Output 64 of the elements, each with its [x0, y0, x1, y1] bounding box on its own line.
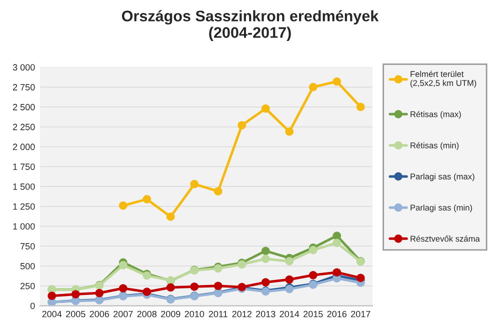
- y-tick-label: 2 000: [13, 144, 35, 150]
- x-tick-label: 2006: [90, 310, 110, 318]
- point: [142, 195, 152, 204]
- point: [356, 274, 365, 282]
- point: [48, 292, 56, 300]
- point: [285, 127, 294, 136]
- y-tick-label: 2 500: [13, 104, 35, 110]
- point: [238, 121, 246, 130]
- x-tick-label: 2005: [66, 310, 86, 318]
- y-tick-label: 1 500: [13, 183, 35, 190]
- point: [332, 232, 342, 240]
- point: [261, 278, 270, 286]
- x-tick-label: 2010: [184, 310, 204, 318]
- point: [118, 201, 128, 210]
- point: [190, 282, 199, 291]
- x-tick-label: 2008: [137, 310, 157, 318]
- point: [166, 212, 175, 221]
- point: [308, 270, 318, 280]
- legend-label: Rétisas (max): [410, 110, 461, 119]
- point: [118, 261, 128, 270]
- x-tick-label: 2007: [114, 310, 133, 318]
- y-tick-label: 2 750: [13, 84, 35, 90]
- y-tick-label: 1 250: [13, 203, 35, 210]
- y-tick-label: 1 750: [13, 164, 35, 170]
- point: [261, 104, 270, 113]
- point: [356, 102, 365, 112]
- y-tick-label: 1 000: [13, 223, 35, 230]
- x-tick-label: 2011: [208, 310, 228, 318]
- x-tick-label: 2015: [304, 310, 323, 318]
- point: [166, 283, 175, 292]
- point: [95, 288, 104, 298]
- x-tick-label: 2013: [256, 310, 276, 318]
- chart-title: Országos Sasszinkron eredmények (2004-2017): [122, 10, 379, 41]
- point: [190, 180, 199, 188]
- point: [214, 187, 222, 196]
- x-tick-label: 2009: [161, 310, 180, 318]
- point: [332, 77, 342, 86]
- x-tick-label: 2016: [327, 310, 347, 318]
- point: [285, 257, 294, 266]
- point: [308, 246, 318, 254]
- y-tick-label: 250: [20, 282, 35, 290]
- legend-label: Résztvevők száma: [410, 235, 480, 242]
- point: [261, 246, 270, 256]
- legend-label: Parlagi sas (max): [410, 173, 474, 182]
- point: [332, 238, 342, 248]
- y-tick-label: 2 250: [13, 124, 35, 130]
- y-tick-label: 0: [30, 302, 35, 310]
- point: [308, 82, 318, 92]
- x-tick-label: 2012: [232, 310, 252, 318]
- y-tick-label: 500: [20, 262, 35, 270]
- legend-label: Felmért terület (2,5x2,5 km UTM): [410, 70, 476, 88]
- point: [261, 254, 270, 264]
- x-tick-label: 2014: [280, 310, 300, 318]
- x-tick-label: 2004: [42, 310, 62, 318]
- y-tick-label: 750: [20, 243, 35, 250]
- point: [118, 284, 128, 292]
- y-tick-label: 3 000: [12, 64, 35, 71]
- x-tick-label: 2017: [351, 310, 370, 318]
- point: [332, 268, 342, 277]
- point: [214, 282, 222, 290]
- point: [71, 290, 80, 298]
- point: [285, 275, 294, 284]
- legend-label: Rétisas (min): [410, 142, 459, 150]
- legend-label: Parlagi sas (min): [410, 204, 472, 212]
